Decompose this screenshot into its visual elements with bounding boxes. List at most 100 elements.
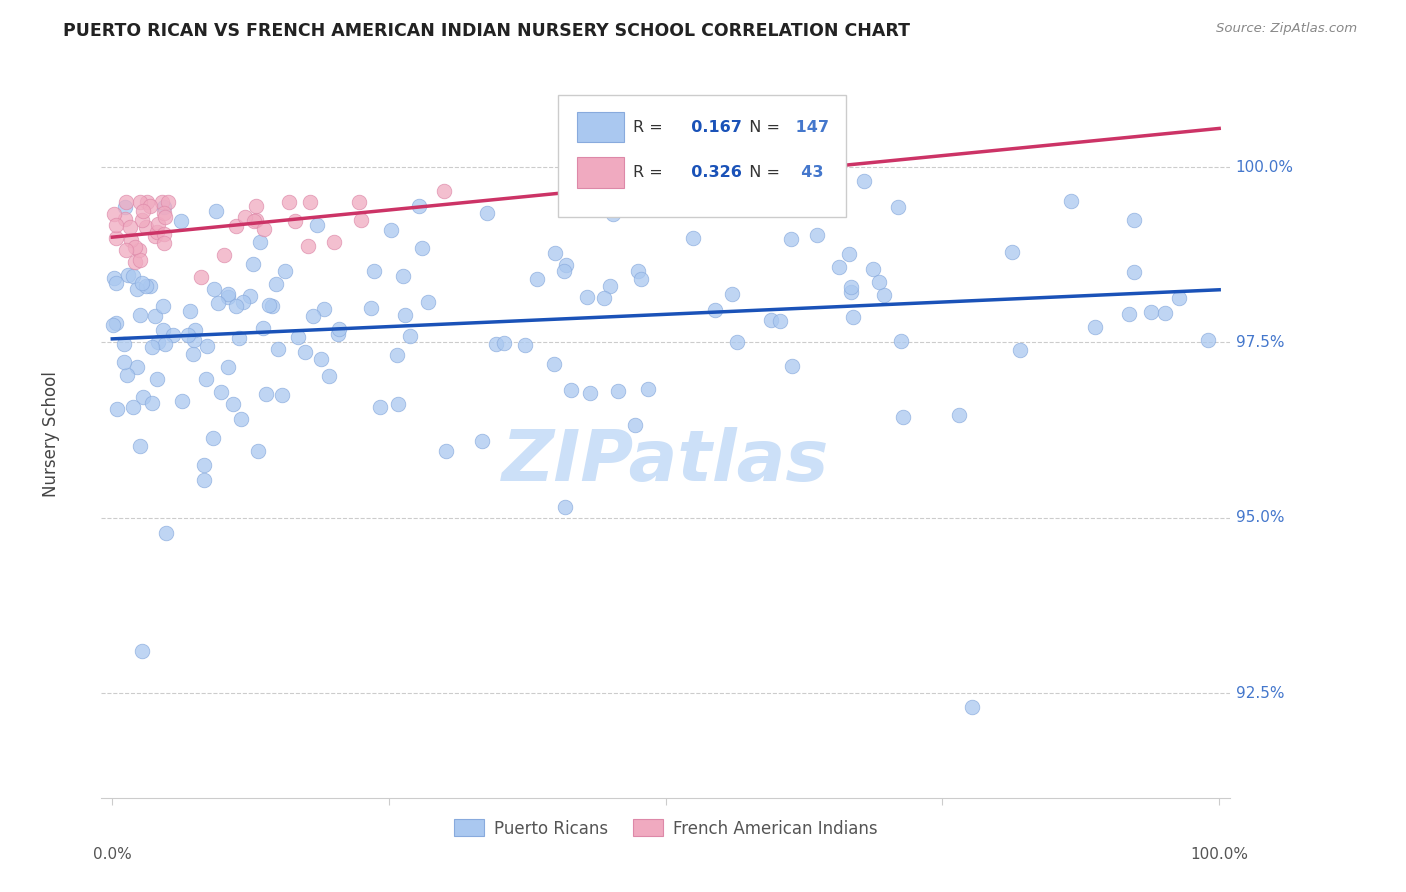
Point	[129, 252, 152, 267]
Point	[408, 199, 430, 213]
Point	[350, 213, 373, 227]
Point	[245, 199, 267, 213]
Legend: Puerto Ricans, French American Indians: Puerto Ricans, French American Indians	[447, 813, 884, 844]
Text: 97.5%: 97.5%	[1236, 334, 1284, 350]
Text: N =: N =	[740, 120, 786, 135]
Point	[302, 310, 325, 324]
Point	[297, 239, 319, 253]
Point	[181, 347, 204, 361]
Point	[471, 434, 494, 449]
FancyBboxPatch shape	[558, 95, 846, 217]
Point	[152, 299, 174, 313]
Point	[202, 282, 225, 296]
Point	[190, 269, 212, 284]
Point	[828, 260, 851, 275]
Point	[229, 412, 252, 426]
Point	[322, 235, 344, 250]
Point	[387, 397, 409, 411]
Point	[225, 219, 247, 234]
Point	[602, 207, 624, 221]
Point	[115, 368, 138, 383]
Point	[179, 304, 201, 318]
Point	[129, 438, 152, 452]
Point	[145, 310, 167, 324]
Point	[785, 173, 807, 187]
Point	[555, 258, 578, 272]
Point	[780, 359, 803, 374]
Point	[129, 308, 152, 322]
Point	[121, 401, 143, 415]
Point	[155, 525, 177, 540]
Point	[207, 295, 229, 310]
Point	[398, 329, 420, 343]
Point	[543, 358, 565, 372]
Point	[254, 386, 277, 401]
Point	[129, 195, 152, 210]
Point	[120, 233, 142, 247]
Point	[553, 263, 575, 277]
Point	[761, 313, 783, 327]
Text: PUERTO RICAN VS FRENCH AMERICAN INDIAN NURSERY SCHOOL CORRELATION CHART: PUERTO RICAN VS FRENCH AMERICAN INDIAN N…	[63, 22, 910, 40]
Point	[630, 272, 652, 286]
FancyBboxPatch shape	[576, 112, 624, 143]
Point	[105, 231, 128, 245]
Point	[873, 288, 896, 302]
Point	[112, 336, 135, 351]
Point	[948, 408, 970, 422]
Point	[222, 397, 245, 411]
Point	[682, 230, 704, 244]
Point	[434, 444, 457, 458]
Point	[195, 339, 218, 353]
Point	[433, 184, 456, 198]
Point	[124, 254, 146, 268]
Point	[704, 302, 727, 317]
Point	[312, 301, 335, 316]
Point	[103, 206, 125, 220]
Point	[1168, 291, 1191, 305]
Point	[152, 323, 174, 337]
Point	[141, 341, 163, 355]
Point	[114, 200, 136, 214]
Point	[139, 278, 162, 293]
Point	[721, 287, 744, 301]
Point	[127, 359, 149, 374]
Point	[287, 330, 309, 344]
Point	[347, 195, 370, 210]
Point	[114, 211, 136, 226]
Text: R =: R =	[633, 120, 668, 135]
Point	[146, 372, 169, 386]
Text: 43: 43	[790, 165, 824, 180]
FancyBboxPatch shape	[576, 158, 624, 188]
Point	[128, 243, 150, 257]
Point	[131, 213, 153, 227]
Point	[411, 241, 433, 255]
Point	[416, 295, 439, 310]
Point	[153, 200, 176, 214]
Point	[141, 396, 163, 410]
Point	[318, 369, 340, 384]
Point	[599, 279, 621, 293]
Point	[139, 199, 162, 213]
Text: 100.0%: 100.0%	[1236, 160, 1294, 175]
Point	[725, 334, 748, 349]
Point	[887, 200, 910, 214]
Point	[134, 219, 156, 234]
Point	[544, 245, 567, 260]
Point	[146, 217, 169, 231]
Point	[278, 195, 301, 210]
Point	[104, 316, 127, 330]
Point	[1118, 307, 1140, 321]
Point	[225, 299, 247, 313]
Point	[839, 280, 862, 294]
Point	[624, 417, 647, 432]
Point	[232, 294, 254, 309]
Point	[105, 401, 128, 416]
Text: 0.326: 0.326	[681, 165, 742, 180]
Text: 95.0%: 95.0%	[1236, 510, 1284, 525]
Point	[193, 458, 215, 472]
Point	[153, 206, 176, 220]
Point	[193, 473, 215, 487]
Point	[205, 203, 228, 218]
Point	[125, 282, 148, 296]
Point	[363, 264, 385, 278]
